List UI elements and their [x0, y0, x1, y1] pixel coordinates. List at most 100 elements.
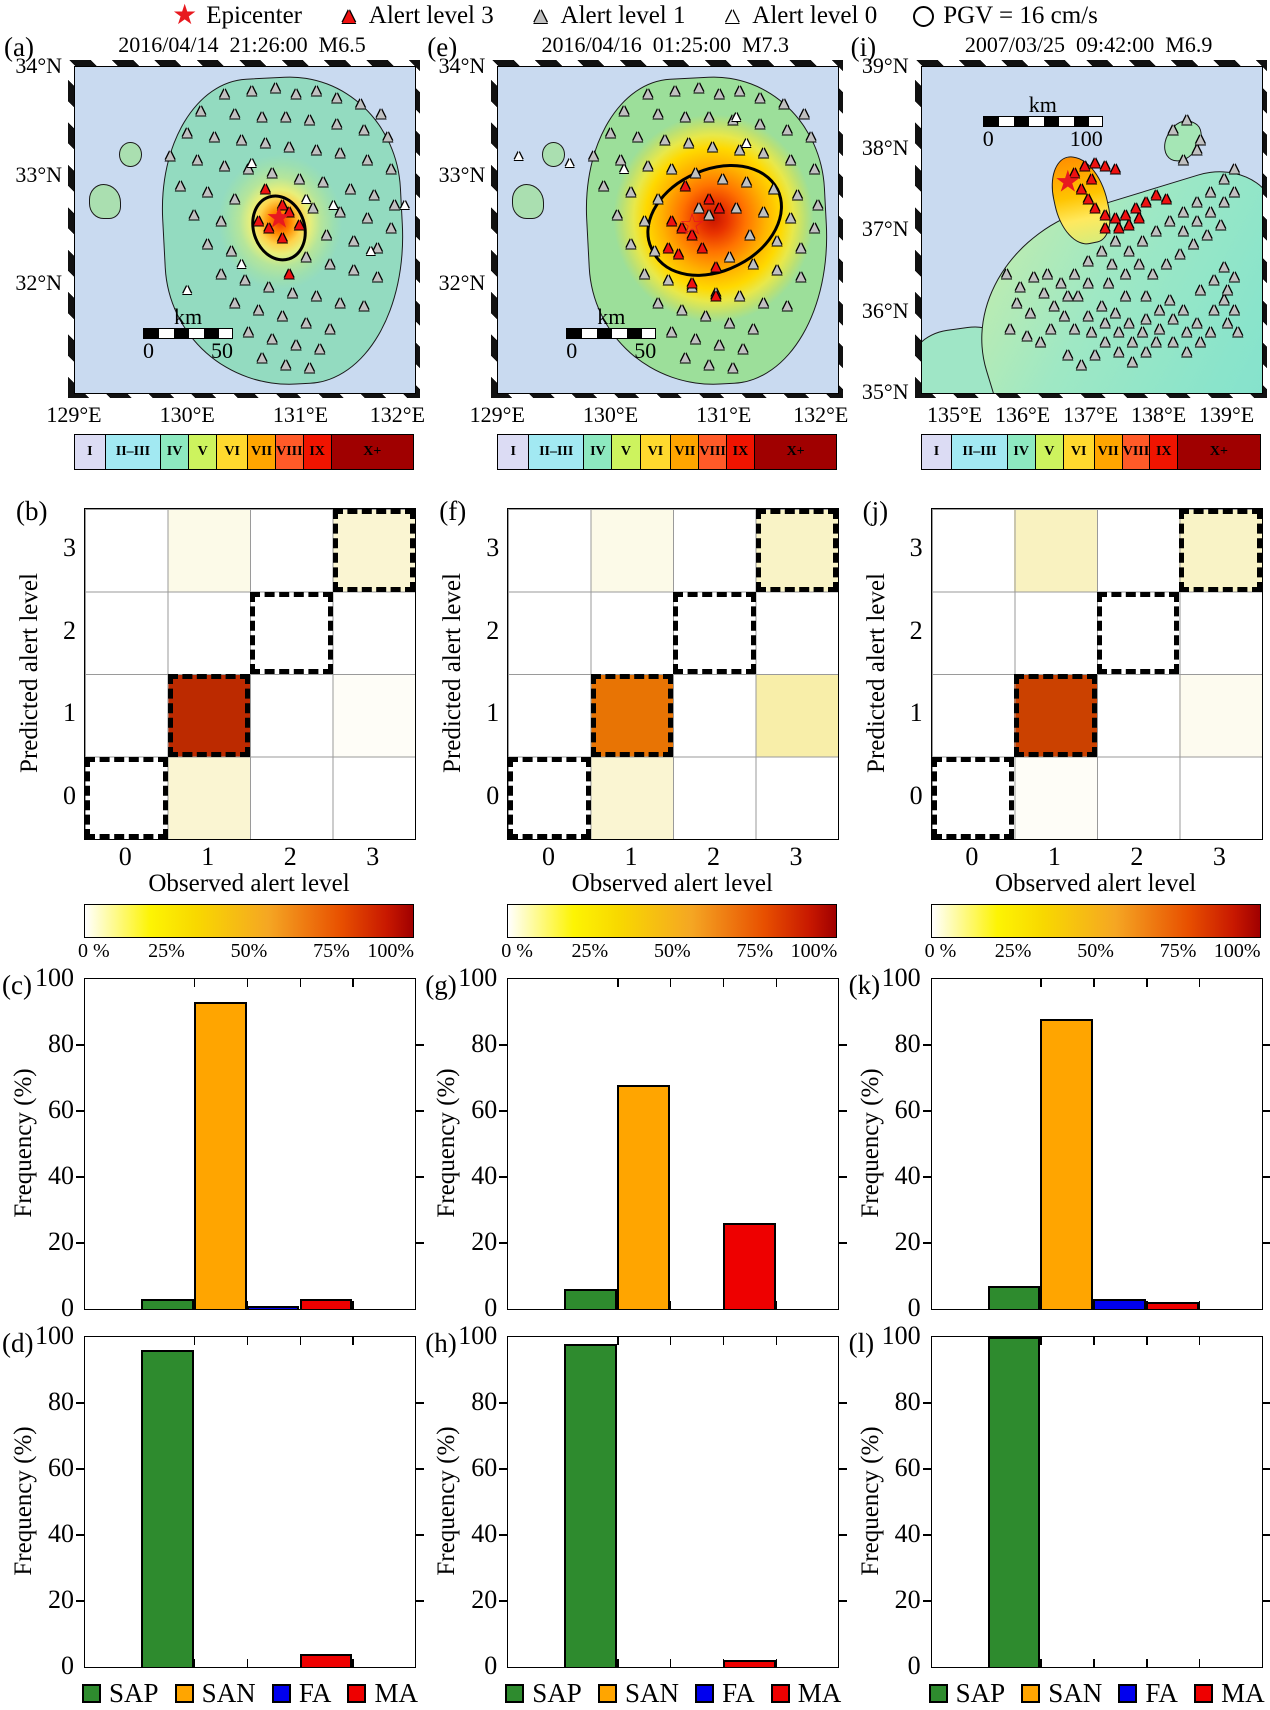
matrix-xtick-label: 2 [707, 842, 721, 871]
matrix-ylabel: Predicted alert level [862, 573, 890, 773]
station-alert1-triangle-icon: ▲ [356, 121, 372, 139]
bar-plot [922, 1336, 1270, 1668]
station-alert1-triangle-icon: ▲ [755, 144, 772, 162]
axis-tick [669, 1337, 672, 1345]
station-alert1-triangle-icon: ▲ [1172, 245, 1188, 263]
station-alert1-triangle-icon: ▲ [1185, 236, 1202, 254]
percent-colorbar [84, 904, 414, 938]
axis-tick [775, 979, 778, 987]
matrix-ytick-label: 1 [909, 698, 923, 728]
axis-tick [1261, 1110, 1270, 1112]
map-area: ▲ ▲ ▲ ▲ ▲ ▲ ▲ ▲ ▲ ▲ ▲ ▲ ▲ ▲ ▲ ▲ ▲ ▲ ▲ ▲ ▲ ▲ ▲ ▲ ▲ ▲ ▲ ▲ ▲ ▲ ▲ ▲ ▲ ▲ ▲ ▲ ▲ ▲ ▲ ▲… [497, 66, 840, 394]
station-alert1-triangle-icon: ▲ [1219, 281, 1236, 299]
station-alert1-triangle-icon: ▲ [690, 79, 707, 97]
station-alert3-triangle-icon: ▲ [684, 226, 701, 244]
bar-legend-label: SAN [1048, 1678, 1103, 1708]
station-alert1-triangle-icon: ▲ [663, 161, 680, 179]
station-alert1-triangle-icon: ▲ [684, 278, 701, 296]
axis-tick [352, 979, 354, 987]
station-alert1-triangle-icon: ▲ [687, 164, 704, 182]
station-alert1-triangle-icon: ▲ [1110, 324, 1127, 342]
station-alert3-triangle-icon: ▲ [1080, 190, 1097, 208]
lon-tick-label: 131°E [696, 402, 752, 427]
scalebar-unit-label: km [173, 303, 203, 329]
axis-tick [922, 1242, 932, 1244]
bar-legend-label: SAP [532, 1678, 582, 1708]
station-alert1-triangle-icon: ▲ [779, 121, 796, 139]
map-title: 2016/04/14 21:26:00 M6.5 [118, 32, 366, 57]
bar-ytick-label: 0 [907, 1293, 921, 1322]
station-alert1-triangle-icon: ▲ [697, 307, 714, 325]
station-alert1-triangle-icon: ▲ [223, 242, 240, 260]
intensity-colorbar-segment: VIII [275, 435, 303, 469]
station-alert1-triangle-icon: ▲ [308, 141, 325, 159]
axis-tick [1198, 1301, 1201, 1309]
axis-tick [415, 1242, 424, 1244]
bar-legend-label: SAN [624, 1678, 679, 1708]
station-alert1-triangle-icon: ▲ [308, 288, 325, 306]
bar-legend-item-fa: FA [271, 1678, 331, 1709]
scalebar-bar [982, 116, 1103, 128]
percent-colorbar-tick-label: 75% [313, 940, 350, 962]
bar-ma [722, 1223, 776, 1309]
bar-ytick-label: 0 [907, 1651, 921, 1680]
bar-ytick-label: 80 [48, 1029, 74, 1058]
axis-tick [1093, 979, 1095, 987]
axis-tick [415, 1600, 424, 1602]
station-alert1-triangle-icon: ▲ [998, 265, 1015, 283]
station-alert1-triangle-icon: ▲ [687, 330, 704, 348]
station-alert1-triangle-icon: ▲ [724, 112, 741, 130]
matrix-cell-obs1-pred3 [167, 509, 250, 592]
scalebar-unit-label: km [1028, 92, 1057, 118]
station-alert1-triangle-icon: ▲ [646, 242, 663, 260]
figure-legend-label: Epicenter [206, 2, 303, 29]
bar-legend-item-san: SAN [174, 1678, 256, 1709]
axis-tick [1261, 1176, 1270, 1178]
station-alert1-triangle-icon: ▲ [1066, 265, 1083, 283]
bar-ytick-label: 100 [881, 963, 921, 992]
bar-ytick-label: 80 [894, 1029, 921, 1058]
station-alert1-triangle-icon: ▲ [352, 95, 369, 113]
station-alert1-triangle-icon: ▲ [199, 183, 216, 201]
station-alert1-triangle-icon: ▲ [731, 141, 748, 159]
station-alert1-triangle-icon: ▲ [595, 177, 612, 195]
axis-tick [1261, 1242, 1270, 1244]
intensity-colorbar-segment: VI [639, 435, 671, 469]
axis-tick [76, 1176, 85, 1178]
bar-ytick-label: 20 [48, 1227, 74, 1256]
bar-ytick-label: 100 [35, 963, 74, 992]
intensity-colorbar-segment: IX [302, 435, 331, 469]
map-scalebar: km 0 50 [566, 305, 657, 362]
intensity-colorbar-segment: II–III [528, 435, 584, 469]
axis-tick [617, 1337, 619, 1345]
bar-legend: SAP SAN FA MA [928, 1678, 1265, 1709]
axis-tick [1040, 1337, 1042, 1345]
station-alert1-triangle-icon: ▲ [724, 359, 741, 377]
axis-tick [1261, 1534, 1270, 1536]
bar-ytick-label: 60 [471, 1453, 498, 1482]
matrix-panel-b: (b) Predicted alert level 0 1 2 3 0 1 2 3 Observed… [0, 494, 423, 964]
bar-panel-k: (k) Frequency (%) 0 20 40 60 80 100 [847, 963, 1270, 1326]
axis-tick [76, 1110, 85, 1112]
figure-legend-label: Alert level 0 [752, 2, 878, 29]
station-alert1-triangle-icon: ▲ [1117, 265, 1134, 283]
station-alert3-triangle-icon: ▲ [291, 216, 308, 234]
station-alert3-triangle-icon: ▲ [1076, 157, 1093, 175]
diagonal-dashed-box [167, 674, 250, 757]
bar-sap [987, 1337, 1041, 1667]
intensity-colorbar-segment: I [921, 435, 952, 469]
figure-legend-item: ★ Epicenter [172, 2, 302, 30]
station-alert1-triangle-icon: ▲ [1080, 252, 1097, 270]
bar-ytick-label: 20 [471, 1585, 498, 1614]
bar-sap [564, 1343, 618, 1667]
axis-tick [669, 1301, 672, 1309]
axis-tick [1198, 1659, 1201, 1667]
map-panel-a: (a) 2016/04/14 21:26:00 M6.5 ▲ ▲ ▲ ▲ ▲ ▲ ▲ ▲ ▲ ▲ ▲ ▲ ▲… [0, 32, 425, 494]
axis-tick [922, 1110, 932, 1112]
intensity-colorbar-segment: X+ [753, 435, 837, 469]
bar-ylabel: Frequency (%) [856, 1426, 884, 1576]
station-alert1-triangle-icon: ▲ [250, 301, 267, 319]
station-alert1-triangle-icon: ▲ [322, 320, 338, 338]
station-alert1-triangle-icon: ▲ [803, 128, 820, 146]
bar-legend-item-san: SAN [597, 1678, 679, 1709]
